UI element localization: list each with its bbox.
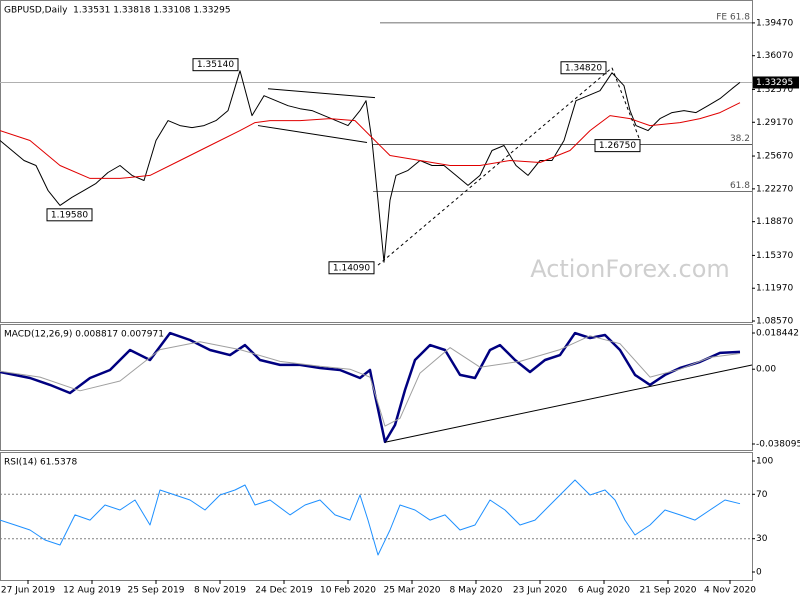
x-tick-label: 23 Jun 2020 xyxy=(513,586,567,596)
trendline xyxy=(611,67,641,141)
panel-frame xyxy=(0,324,753,451)
y-tick-label: -0.038095 xyxy=(756,440,800,450)
series-line xyxy=(0,335,741,427)
panel-title: GBPUSD,Daily 1.33531 1.33818 1.33108 1.3… xyxy=(4,6,231,16)
price-label: 1.19580 xyxy=(51,210,88,220)
y-tick-label: 1.08570 xyxy=(756,317,793,327)
series-line xyxy=(0,479,741,556)
y-tick-label: 1.18870 xyxy=(756,217,793,227)
trendline xyxy=(257,125,368,144)
price-label-box xyxy=(560,61,607,75)
price-label-box xyxy=(328,261,375,275)
fib-label: FE 61.8 xyxy=(716,12,750,22)
trendline xyxy=(267,88,376,99)
price-label: 1.34820 xyxy=(565,63,602,73)
x-tick-label: 24 Dec 2019 xyxy=(255,586,313,596)
watermark: ActionForex.com xyxy=(530,255,730,283)
price-label: 1.26750 xyxy=(599,141,636,151)
price-label: 1.35140 xyxy=(197,60,234,70)
fib-label: 38.2 xyxy=(730,134,750,144)
fib-label: 61.8 xyxy=(730,181,750,191)
y-tick-label: 70 xyxy=(756,490,768,500)
x-tick-label: 8 Nov 2019 xyxy=(194,586,246,596)
x-tick-label: 4 Nov 2020 xyxy=(704,586,756,596)
x-tick-label: 25 Mar 2020 xyxy=(383,586,440,596)
x-tick-label: 25 Sep 2019 xyxy=(127,586,184,596)
x-tick-label: 21 Sep 2020 xyxy=(639,586,696,596)
last-price-box xyxy=(753,76,799,89)
trendline xyxy=(384,364,753,443)
panel-frame xyxy=(0,452,753,581)
y-tick-label: 1.15370 xyxy=(756,251,793,261)
series-line xyxy=(0,70,741,263)
y-tick-label: 1.11970 xyxy=(756,284,793,294)
x-tick-label: 27 Jun 2019 xyxy=(1,586,55,596)
y-tick-label: 1.36070 xyxy=(756,51,793,61)
price-label-box xyxy=(192,58,239,72)
x-tick-label: 6 Aug 2020 xyxy=(578,586,630,596)
price-label: 1.14090 xyxy=(333,263,370,273)
last-price-label: 1.33295 xyxy=(756,78,793,88)
y-tick-label: 100 xyxy=(756,456,773,466)
x-tick-label: 8 May 2020 xyxy=(450,586,503,596)
y-tick-label: 0 xyxy=(756,568,762,578)
x-tick-label: 12 Aug 2019 xyxy=(63,586,121,596)
panel-title: MACD(12,26,9) 0.008817 0.007971 xyxy=(4,330,164,340)
y-tick-label: 1.32570 xyxy=(756,85,793,95)
y-tick-label: 0.018442 xyxy=(756,328,799,338)
price-label-box xyxy=(46,208,93,222)
panel-title: RSI(14) 61.5378 xyxy=(4,458,77,468)
x-tick-label: 10 Feb 2020 xyxy=(320,586,376,596)
panel-frame xyxy=(0,0,753,323)
y-tick-label: 1.39470 xyxy=(756,18,793,28)
y-tick-label: 1.29170 xyxy=(756,118,793,128)
series-line xyxy=(0,102,741,179)
y-tick-label: 1.25670 xyxy=(756,152,793,162)
y-tick-label: 0.00 xyxy=(756,365,776,375)
series-line xyxy=(0,331,741,444)
y-tick-label: 1.22270 xyxy=(756,184,793,194)
price-label-box xyxy=(594,139,641,153)
y-tick-label: 30 xyxy=(756,534,768,544)
